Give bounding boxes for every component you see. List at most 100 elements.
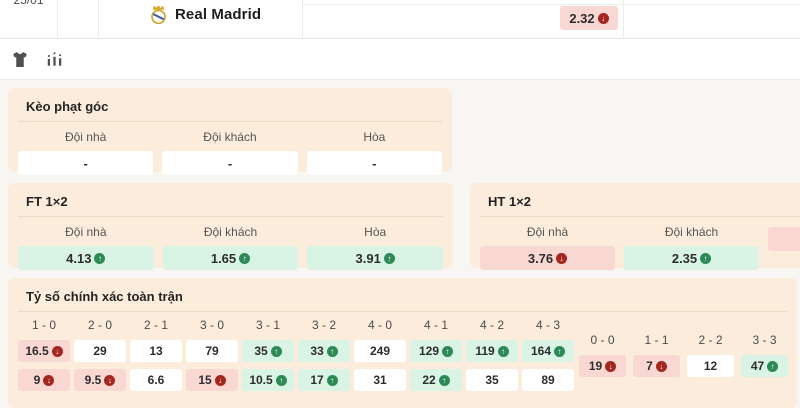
score-label: 4 - 0 <box>367 318 392 332</box>
column-label: Đội nhà <box>526 225 569 239</box>
column-divider <box>57 0 58 38</box>
odds-cell[interactable]: 35 <box>466 369 518 391</box>
score-column: 3 - 3 47 <box>741 333 788 377</box>
trend-up-icon <box>239 252 251 264</box>
odds-cell[interactable]: 31 <box>354 369 406 391</box>
jersey-icon[interactable] <box>10 49 30 69</box>
score-label: 2 - 2 <box>698 333 723 347</box>
odds-cell[interactable]: 2.35 <box>624 246 759 270</box>
odds-cell[interactable]: 164 <box>522 340 574 362</box>
column-label: Hòa <box>363 130 386 144</box>
score-column: 3 - 2 33 17 <box>298 318 350 391</box>
odds-cell[interactable]: 10.5 <box>242 369 294 391</box>
score-column: 4 - 0 249 31 <box>354 318 406 391</box>
odds-cell[interactable]: 22 <box>410 369 462 391</box>
odds-cell[interactable]: 4.13 <box>18 246 154 270</box>
section-title: FT 1×2 <box>18 192 443 217</box>
score-label: 3 - 3 <box>752 333 777 347</box>
cs-main-group: 1 - 0 16.5 9 2 - 0 29 9.5 2 - 1 13 6.6 3… <box>18 318 574 391</box>
trend-up-icon <box>94 252 106 264</box>
trend-icon <box>326 374 338 386</box>
odds-cell[interactable]: 9.5 <box>74 369 126 391</box>
section-title: Tỷ số chính xác toàn trận <box>18 287 787 312</box>
score-column: 3 - 0 79 15 <box>186 318 238 391</box>
team-real-madrid[interactable]: Real Madrid <box>149 4 261 25</box>
odds-cell[interactable]: - <box>306 151 442 175</box>
trend-icon <box>43 374 55 386</box>
odds-cell[interactable]: 129 <box>410 340 462 362</box>
column-divider <box>302 0 303 38</box>
odds-cell[interactable]: 119 <box>466 340 518 362</box>
score-label: 1 - 1 <box>644 333 669 347</box>
odds-cell[interactable]: 29 <box>74 340 126 362</box>
trend-icon <box>270 345 282 357</box>
chart-icon[interactable] <box>44 49 64 69</box>
section-title: Kèo phạt góc <box>18 97 442 122</box>
trend-icon <box>326 345 338 357</box>
trend-icon <box>214 374 226 386</box>
trend-icon <box>442 345 454 357</box>
column-label: Hòa <box>364 225 387 239</box>
odds-cell[interactable]: 9 <box>18 369 70 391</box>
trend-icon <box>767 360 779 372</box>
odds-cell[interactable]: - <box>162 151 298 175</box>
odds-cell[interactable]: 249 <box>354 340 406 362</box>
odds-column-draw: Hòa 3.91 <box>307 220 444 270</box>
odds-cell[interactable]: 12 <box>687 355 734 377</box>
odds-cell[interactable]: 1.65 <box>162 246 299 270</box>
odds-cell[interactable]: 16.5 <box>18 340 70 362</box>
odds-cell[interactable]: 33 <box>298 340 350 362</box>
trend-icon <box>275 374 287 386</box>
odds-cell[interactable]: 17 <box>298 369 350 391</box>
trend-icon <box>104 374 116 386</box>
odds-cell[interactable]: 79 <box>186 340 238 362</box>
odds-cell[interactable]: 7 <box>633 355 680 377</box>
odds-cell[interactable]: 6.6 <box>130 369 182 391</box>
score-column: 2 - 2 12 <box>687 333 734 377</box>
odds-cell[interactable]: 3.76 <box>480 246 615 270</box>
odds-column-home: Đội nhà 4.13 <box>18 220 154 270</box>
trend-icon <box>655 360 667 372</box>
odds-column-home: Đội nhà 3.76 <box>480 220 615 270</box>
score-column: 2 - 0 29 9.5 <box>74 318 126 391</box>
odds-cell[interactable]: 15 <box>186 369 238 391</box>
odds-cell[interactable]: 19 <box>579 355 626 377</box>
column-label: Đội khách <box>203 130 257 144</box>
column-label: Đội nhà <box>64 130 107 144</box>
score-column: 4 - 3 164 89 <box>522 318 574 391</box>
odds-column-away: Đội khách 1.65 <box>162 220 299 270</box>
odds-cell[interactable]: 35 <box>242 340 294 362</box>
score-column: 4 - 1 129 22 <box>410 318 462 391</box>
score-label: 1 - 0 <box>31 318 56 332</box>
section-ht-1x2: HT 1×2 Đội nhà 3.76 Đội khách 2.35 <box>470 183 800 270</box>
team-name: Real Madrid <box>175 6 262 23</box>
column-divider <box>98 0 99 38</box>
odds-column-away: Đội khách 2.35 <box>624 220 759 270</box>
real-madrid-logo <box>149 4 168 25</box>
score-label: 4 - 2 <box>479 318 504 332</box>
trend-icon <box>51 345 63 357</box>
score-column: 1 - 1 7 <box>633 333 680 377</box>
trend-icon <box>554 345 566 357</box>
trend-icon <box>605 360 617 372</box>
score-label: 3 - 2 <box>311 318 336 332</box>
odds-cell[interactable]: - <box>18 151 154 175</box>
trend-icon <box>438 374 450 386</box>
odds-cell[interactable]: 3.91 <box>307 246 444 270</box>
score-label: 4 - 1 <box>423 318 448 332</box>
fixture-row: 25/01 Real Madrid 2.32 <box>0 0 800 39</box>
column-label: Đội nhà <box>65 225 107 239</box>
odds-cell[interactable]: 47 <box>741 355 788 377</box>
score-label: 3 - 1 <box>255 318 280 332</box>
score-column: 0 - 0 19 <box>579 333 626 377</box>
score-label: 2 - 0 <box>87 318 112 332</box>
score-label: 4 - 3 <box>535 318 560 332</box>
trend-down-icon <box>556 252 568 264</box>
trend-up-icon <box>383 252 395 264</box>
odds-cell[interactable]: 89 <box>522 369 574 391</box>
odds-cell[interactable] <box>768 227 800 251</box>
section-ft-1x2: FT 1×2 Đội nhà 4.13 Đội khách 1.65 Hòa 3… <box>8 183 453 270</box>
odds-cell[interactable]: 2.32 <box>560 6 618 30</box>
score-label: 3 - 0 <box>199 318 224 332</box>
odds-cell[interactable]: 13 <box>130 340 182 362</box>
